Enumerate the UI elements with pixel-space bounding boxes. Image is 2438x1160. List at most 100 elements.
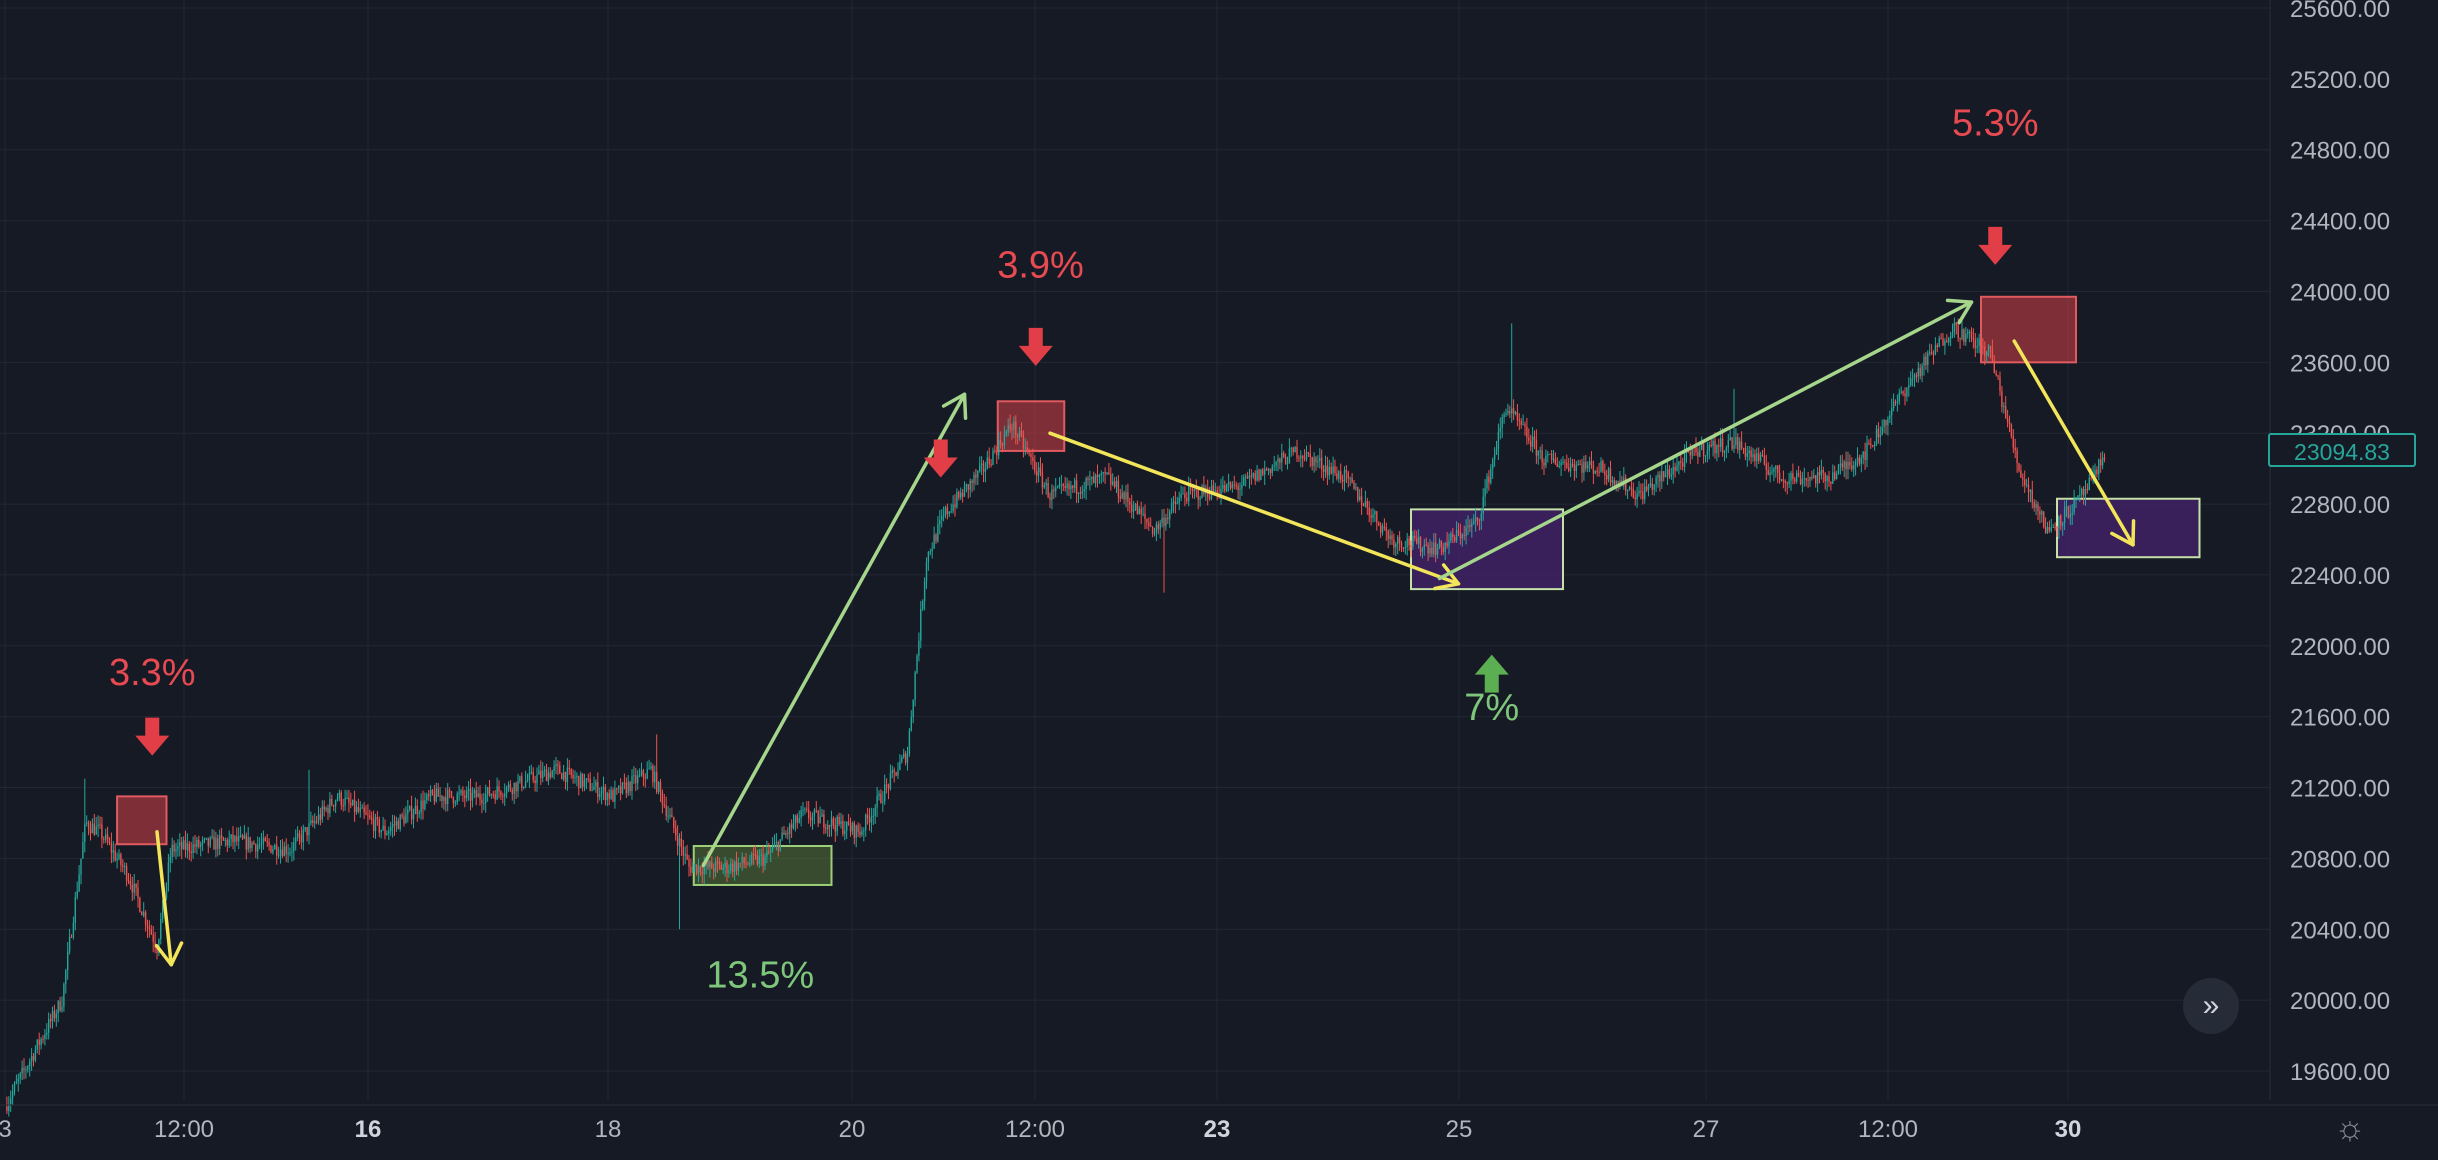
- candle-body: [93, 823, 95, 835]
- candle-body: [1495, 450, 1498, 455]
- candle-body: [10, 1098, 12, 1104]
- candle-body: [1163, 517, 1165, 527]
- sell-down-arrow-icon: [135, 717, 170, 756]
- candle-body: [768, 851, 770, 853]
- candle-body: [716, 861, 719, 863]
- candle-body: [1809, 476, 1811, 481]
- candle-body: [1334, 466, 1336, 474]
- candle-body: [1723, 450, 1726, 453]
- candle-body: [363, 807, 365, 813]
- candle-body: [1927, 353, 1929, 366]
- candle-body: [213, 836, 215, 850]
- candle-body: [393, 824, 396, 826]
- candle-body: [618, 786, 620, 789]
- chart-settings-button[interactable]: ☼: [2330, 1108, 2370, 1148]
- candle-body: [371, 817, 373, 820]
- candle-body: [642, 770, 645, 778]
- candle-body: [1488, 476, 1490, 483]
- candle-body: [1638, 490, 1640, 494]
- candle-body: [76, 890, 78, 898]
- candle-body: [287, 853, 289, 855]
- buy-up-arrow-icon: [1474, 654, 1509, 693]
- candle-body: [1131, 504, 1133, 512]
- candle-body: [234, 836, 236, 843]
- candle-body: [1093, 476, 1095, 484]
- candle-body: [433, 793, 436, 802]
- candle-body: [1476, 517, 1479, 520]
- candle-body: [697, 866, 700, 874]
- candle-body: [857, 825, 859, 832]
- candle-body: [397, 820, 399, 830]
- candle-body: [365, 812, 367, 815]
- candle-body: [1302, 456, 1304, 459]
- candle-body: [1862, 451, 1864, 458]
- candle-body: [350, 802, 352, 806]
- candle-body: [960, 492, 962, 498]
- candle-body: [80, 858, 82, 875]
- candle-body: [923, 581, 926, 602]
- candle-body: [671, 815, 673, 818]
- candle-body: [490, 794, 493, 796]
- candle-body: [331, 798, 333, 806]
- candle-body: [486, 787, 489, 794]
- candle-body: [699, 866, 702, 872]
- yellow-trend-arrow: [1048, 431, 1461, 586]
- candle-body: [452, 796, 455, 803]
- candle-body: [1968, 331, 1971, 333]
- candle-body: [988, 457, 990, 465]
- candle-body: [865, 814, 867, 831]
- candle-body: [511, 789, 513, 794]
- candle-body: [1790, 473, 1792, 481]
- y-tick-label: 23600.00: [2290, 350, 2390, 377]
- candle-body: [1024, 447, 1026, 449]
- candle-body: [840, 821, 842, 825]
- candle-body: [1372, 514, 1374, 518]
- candle-body: [319, 814, 322, 820]
- candle-body: [982, 463, 985, 472]
- candle-body: [439, 795, 441, 797]
- candle-body: [418, 812, 420, 814]
- candle-body: [247, 837, 249, 850]
- candle-body: [466, 790, 468, 798]
- candle-body: [1127, 492, 1129, 502]
- candle-body: [388, 831, 390, 834]
- candle-body: [1617, 481, 1619, 484]
- candle-body: [935, 534, 937, 542]
- candle-body: [585, 778, 588, 781]
- candle-body: [906, 753, 909, 763]
- candle-body: [1427, 544, 1429, 554]
- yellow-trend-arrow: [155, 830, 173, 967]
- candle-body: [1784, 481, 1786, 483]
- candle-body: [239, 835, 242, 837]
- candle-body: [1417, 536, 1420, 544]
- candle-body: [245, 835, 247, 850]
- candle-body: [1847, 461, 1849, 470]
- candle-body: [1970, 331, 1973, 338]
- candle-body: [477, 793, 479, 798]
- candle-body: [473, 790, 475, 793]
- candle-body: [749, 862, 751, 865]
- candle-body: [1908, 385, 1910, 388]
- candle-body: [1706, 450, 1709, 456]
- candle-body: [859, 831, 861, 836]
- candle-body: [1835, 473, 1838, 480]
- candle-body: [1782, 479, 1785, 482]
- candle-body: [407, 809, 409, 815]
- candle-body: [1936, 345, 1938, 347]
- candle-body: [1661, 471, 1663, 482]
- candle-body: [891, 770, 893, 774]
- candle-body: [817, 811, 819, 824]
- candle-body: [1913, 375, 1916, 379]
- candle-body: [561, 773, 563, 780]
- candle-body: [682, 847, 684, 856]
- candle-body: [1425, 544, 1427, 546]
- x-tick-label: 25: [1446, 1116, 1473, 1143]
- candle-body: [1714, 440, 1716, 454]
- candle-body: [1469, 525, 1471, 528]
- candle-body: [61, 1006, 63, 1011]
- candle-body: [279, 849, 282, 856]
- candle-body: [2048, 526, 2051, 531]
- candle-body: [1068, 483, 1070, 490]
- scroll-to-realtime-button[interactable]: »: [2183, 978, 2239, 1034]
